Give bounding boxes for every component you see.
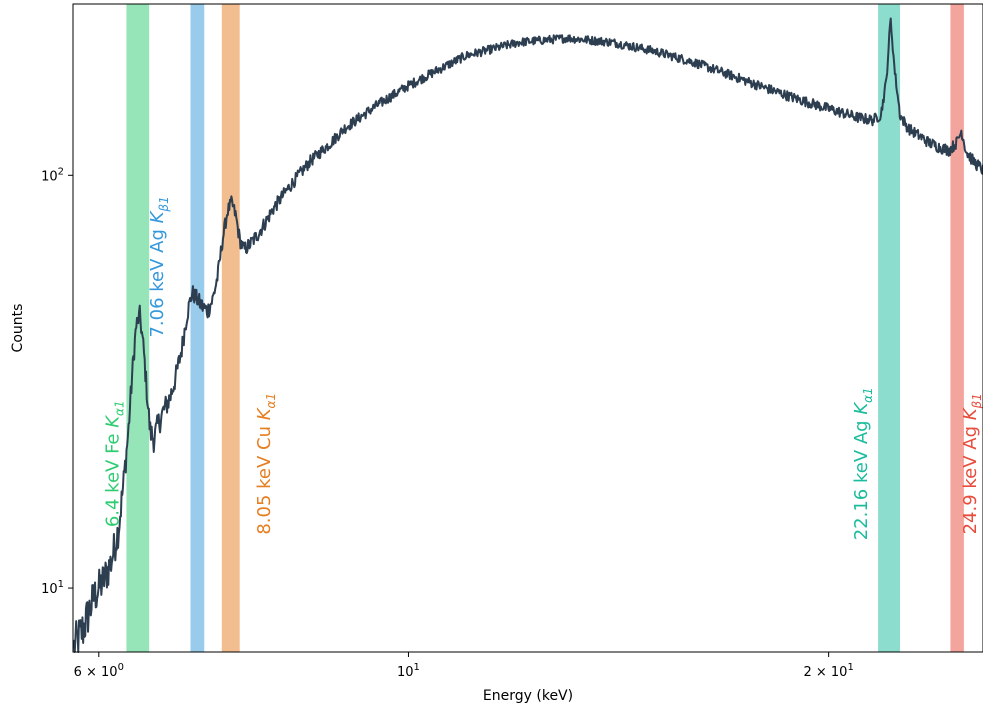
- x-tick-label-3: 2 × 101: [803, 662, 853, 680]
- x-tick-label-1: 6 × 100: [74, 662, 124, 680]
- emission-band-3: [221, 4, 240, 652]
- emission-bands: [126, 4, 964, 652]
- band-label-1: 6.4 keV Fe Kα1: [103, 400, 127, 527]
- y-tick-label-2: 102: [41, 166, 64, 184]
- y-tick-label-1: 101: [41, 579, 64, 597]
- spectrum-series-line: [73, 17, 983, 653]
- y-axis-ticks: 101 102: [41, 166, 73, 597]
- x-axis-ticks: 6 × 100 101 2 × 101: [74, 652, 854, 680]
- emission-band-1: [126, 4, 150, 652]
- x-tick-label-2: 101: [397, 662, 420, 680]
- band-label-5: 24.9 keV Ag Kβ1: [960, 393, 983, 534]
- emission-band-5: [950, 4, 964, 652]
- plot-frame: [72, 3, 983, 653]
- series-layer: [73, 17, 983, 653]
- band-label-4: 22.16 keV Ag Kα1: [851, 387, 875, 540]
- band-label-2: 7.06 keV Ag Kβ1: [147, 196, 171, 337]
- emission-band-4: [878, 4, 901, 652]
- y-axis-label: Counts: [10, 304, 26, 353]
- x-axis-label: Energy (keV): [483, 688, 573, 704]
- band-label-3: 8.05 keV Cu Kα1: [254, 393, 278, 535]
- emission-band-2: [190, 4, 205, 652]
- band-labels: 6.4 keV Fe Kα1 7.06 keV Ag Kβ1 8.05 keV Cu…: [103, 196, 983, 540]
